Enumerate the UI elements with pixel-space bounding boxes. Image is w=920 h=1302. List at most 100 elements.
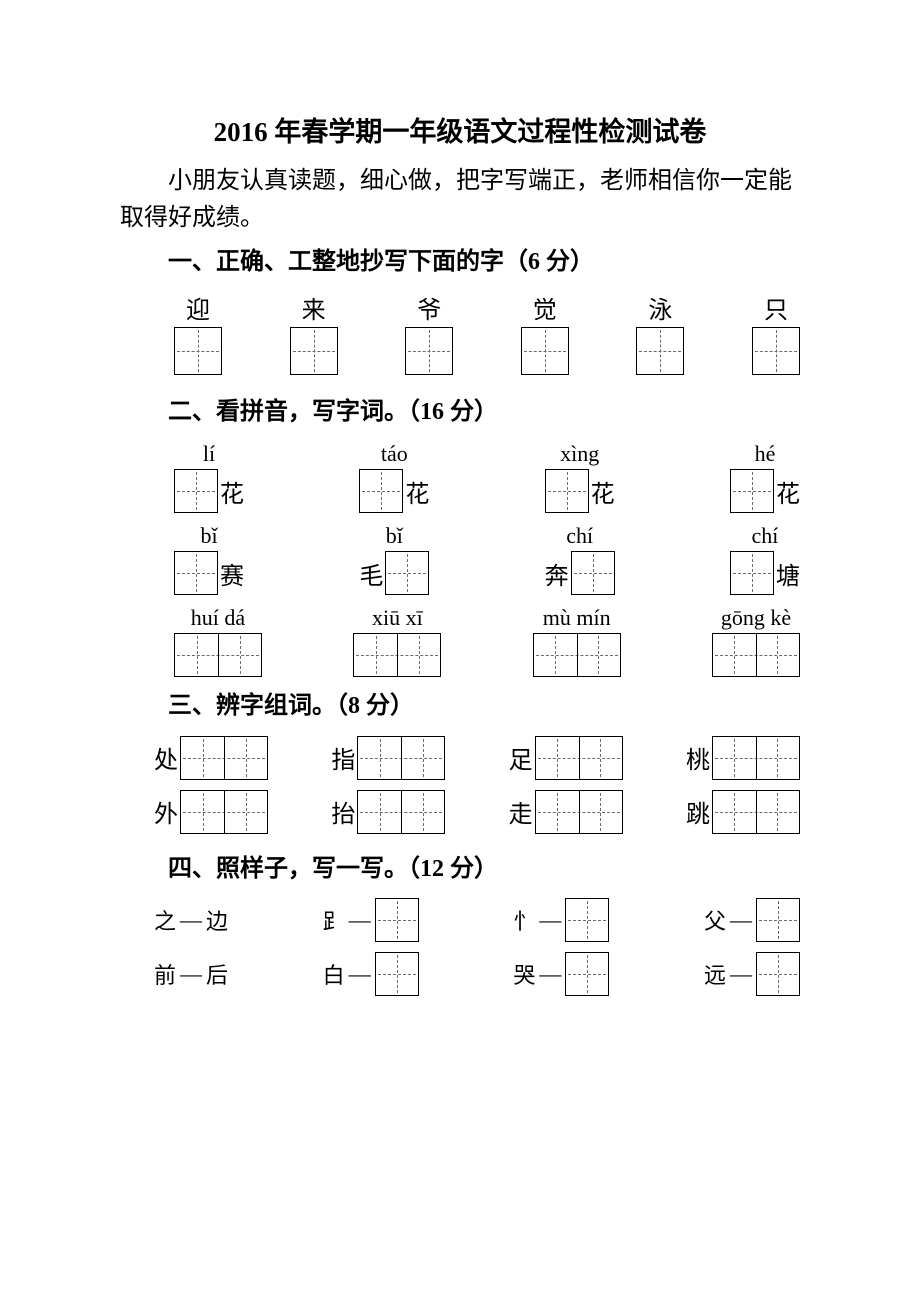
- s3-row-1: 处 指 足 桃: [120, 736, 800, 780]
- tianzige-double: [174, 633, 262, 677]
- tianzige-box: [385, 551, 429, 595]
- dash-icon: —: [180, 907, 202, 933]
- tianzige-box: [571, 551, 615, 595]
- tianzige-box: [756, 952, 800, 996]
- s1-char: 觉: [533, 290, 557, 325]
- dash-icon: —: [730, 907, 752, 933]
- tianzige-box: [375, 898, 419, 942]
- lead-char: 父: [704, 904, 726, 936]
- tianzige-box: [730, 469, 774, 513]
- box-with-prefix: 毛: [359, 551, 429, 595]
- tianzige-double: [353, 633, 441, 677]
- suffix-char: 花: [776, 474, 800, 509]
- lead-char: 之: [154, 904, 176, 936]
- lead-char: 指: [331, 740, 355, 775]
- pinyin: xìng: [560, 441, 599, 467]
- page-title: 2016 年春学期一年级语文过程性检测试卷: [120, 110, 800, 149]
- tianzige-box: [405, 327, 453, 375]
- lead-char: 前: [154, 958, 176, 990]
- tianzige-box: [565, 898, 609, 942]
- suffix-char: 花: [220, 474, 244, 509]
- section-4-head: 四、照样子，写一写。（12 分）: [120, 850, 800, 888]
- s4-item: 远 —: [704, 952, 800, 996]
- s2-item: huí dá: [174, 605, 262, 677]
- s3-item: 指: [331, 736, 445, 780]
- tianzige-box: [359, 469, 403, 513]
- dash-icon: —: [730, 961, 752, 987]
- lead-char: 处: [154, 740, 178, 775]
- lead-char: 哭: [513, 958, 535, 990]
- lead-char: 忄: [513, 904, 535, 936]
- s1-item: 来: [290, 290, 338, 375]
- s3-item: 走: [509, 790, 623, 834]
- lead-char: 远: [704, 958, 726, 990]
- box-with-suffix: 塘: [730, 551, 800, 595]
- s2-item: mù mín: [533, 605, 621, 677]
- s1-char: 来: [302, 290, 326, 325]
- s3-item: 处: [154, 736, 268, 780]
- lead-char: 足: [509, 740, 533, 775]
- lead-char: 走: [509, 794, 533, 829]
- tianzige-box: [730, 551, 774, 595]
- s4-item: 忄 —: [513, 898, 609, 942]
- s2-row-3: huí dá xiū xī mù mín gōng kè: [120, 605, 800, 677]
- answer-char: 边: [206, 904, 228, 936]
- s2-item: chí 塘: [730, 523, 800, 595]
- s1-item: 泳: [636, 290, 684, 375]
- dash-icon: —: [180, 961, 202, 987]
- s2-item: táo 花: [359, 441, 429, 513]
- tianzige-double: [712, 736, 800, 780]
- pinyin: xiū xī: [372, 605, 423, 631]
- lead-char: 外: [154, 794, 178, 829]
- s2-item: xìng 花: [545, 441, 615, 513]
- s4-row-2: 前 — 后 白 — 哭 — 远 —: [120, 952, 800, 996]
- suffix-char: 花: [591, 474, 615, 509]
- s4-item: 哭 —: [513, 952, 609, 996]
- pinyin: mù mín: [543, 605, 611, 631]
- s1-row: 迎 来 爷 觉 泳 只: [120, 290, 800, 375]
- pinyin: bǐ: [200, 523, 217, 549]
- prefix-char: 奔: [545, 556, 569, 591]
- pinyin: huí dá: [191, 605, 245, 631]
- section-1-head: 一、正确、工整地抄写下面的字（6 分）: [120, 243, 800, 281]
- tianzige-box: [174, 327, 222, 375]
- s2-row-2: bǐ 赛 bǐ 毛 chí 奔 chí 塘: [120, 523, 800, 595]
- section-3-head: 三、辨字组词。（8 分）: [120, 687, 800, 725]
- s2-item: xiū xī: [353, 605, 441, 677]
- pinyin: táo: [381, 441, 408, 467]
- s4-item: 之 — 边: [154, 904, 228, 936]
- pinyin: bǐ: [386, 523, 403, 549]
- s4-item: 前 — 后: [154, 958, 228, 990]
- tianzige-double: [535, 736, 623, 780]
- box-with-suffix: 花: [359, 469, 429, 513]
- tianzige-box: [636, 327, 684, 375]
- pinyin: lí: [203, 441, 215, 467]
- s2-item: hé 花: [730, 441, 800, 513]
- s4-item: 𧾷 —: [323, 898, 419, 942]
- tianzige-double: [712, 790, 800, 834]
- dash-icon: —: [539, 907, 561, 933]
- s1-item: 迎: [174, 290, 222, 375]
- s1-char: 爷: [417, 290, 441, 325]
- dash-icon: —: [349, 961, 371, 987]
- suffix-char: 赛: [220, 556, 244, 591]
- lead-char: 白: [323, 958, 345, 990]
- page: 2016 年春学期一年级语文过程性检测试卷 小朋友认真读题，细心做，把字写端正，…: [0, 0, 920, 1302]
- s3-item: 桃: [686, 736, 800, 780]
- s1-char: 只: [764, 290, 788, 325]
- tianzige-box: [375, 952, 419, 996]
- lead-char: 桃: [686, 740, 710, 775]
- box-with-suffix: 赛: [174, 551, 244, 595]
- suffix-char: 塘: [776, 556, 800, 591]
- s2-item: bǐ 赛: [174, 523, 244, 595]
- s1-item: 爷: [405, 290, 453, 375]
- pinyin: hé: [755, 441, 776, 467]
- s2-row-1: lí 花 táo 花 xìng 花 hé 花: [120, 441, 800, 513]
- tianzige-box: [521, 327, 569, 375]
- tianzige-box: [174, 469, 218, 513]
- tianzige-box: [174, 551, 218, 595]
- pinyin: chí: [566, 523, 593, 549]
- s2-item: gōng kè: [712, 605, 800, 677]
- dash-icon: —: [349, 907, 371, 933]
- lead-char: 跳: [686, 794, 710, 829]
